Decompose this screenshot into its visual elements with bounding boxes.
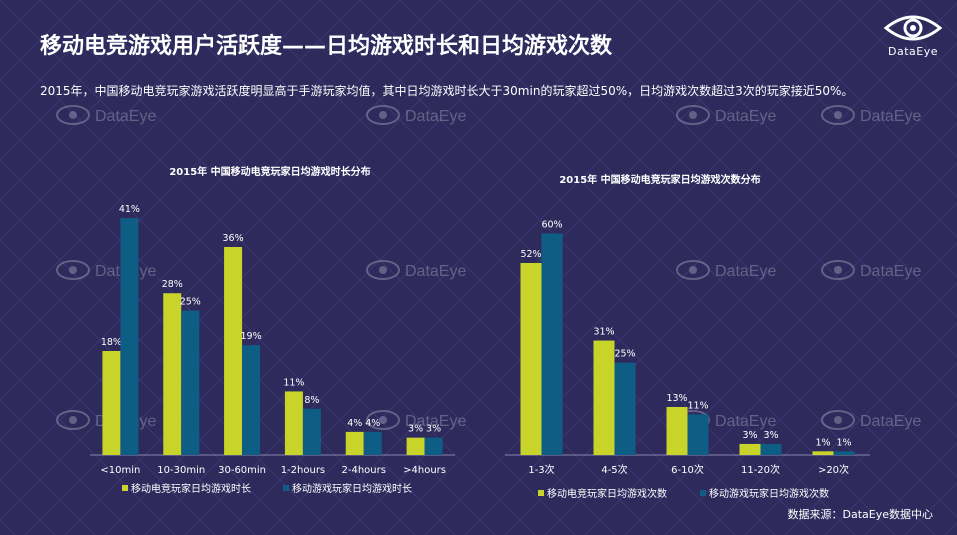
data-label: 31%	[593, 327, 614, 338]
legend-label: 移动游戏玩家日均游戏时长	[292, 482, 412, 495]
legend-swatch	[122, 485, 128, 491]
bar-mobile-2	[687, 414, 709, 455]
svg-text:DataEye: DataEye	[715, 263, 776, 280]
bar-mobile-3	[302, 408, 321, 455]
data-label: 41%	[119, 204, 140, 215]
legend-label: 移动游戏玩家日均游戏次数	[709, 487, 829, 500]
watermark: DataEye	[821, 260, 921, 280]
bar-esports-4	[345, 431, 364, 455]
bar-mobile-5	[424, 437, 443, 455]
bar-esports-5	[406, 437, 425, 455]
svg-text:DataEye: DataEye	[405, 263, 466, 280]
data-label: 3%	[742, 430, 757, 441]
legend-label: 移动电竞玩家日均游戏时长	[131, 482, 251, 495]
watermark: DataEye	[366, 410, 466, 430]
data-label: 11%	[283, 377, 304, 388]
chart-title: 2015年 中国移动电竞玩家日均游戏时长分布	[169, 165, 370, 178]
x-tick-label: <10min	[100, 465, 140, 476]
svg-text:DataEye: DataEye	[860, 263, 921, 280]
svg-text:DataEye: DataEye	[405, 413, 466, 430]
x-tick-label: 2-4hours	[342, 465, 386, 476]
watermark: DataEye	[56, 105, 156, 125]
legend-swatch	[283, 485, 289, 491]
data-label: 11%	[687, 400, 708, 411]
watermark: DataEye	[366, 105, 466, 125]
data-label: 4%	[365, 418, 380, 429]
x-tick-label: 11-20次	[741, 463, 780, 476]
logo-text: DataEye	[888, 45, 938, 58]
watermark: DataEye	[676, 260, 776, 280]
bar-mobile-4	[833, 451, 855, 455]
legend-swatch	[538, 490, 544, 496]
x-tick-label: >4hours	[403, 465, 446, 476]
data-label: 4%	[347, 418, 362, 429]
legend-label: 移动电竞玩家日均游戏次数	[547, 487, 667, 500]
bar-esports-0	[520, 263, 542, 455]
data-label: 13%	[666, 393, 687, 404]
bar-mobile-4	[363, 431, 382, 455]
bar-mobile-1	[181, 310, 200, 455]
x-tick-label: 4-5次	[601, 463, 627, 476]
watermark: DataEye	[366, 260, 466, 280]
legend-swatch	[700, 490, 706, 496]
chart-2: 2015年 中国移动电竞玩家日均游戏次数分布 52% 60% 1-3次 31%25% 4-…	[505, 173, 870, 500]
bar-esports-2	[224, 247, 243, 455]
x-tick-label: 6-10次	[671, 463, 704, 476]
data-label: 18%	[101, 337, 122, 348]
subtitle-text: 2015年，中国移动电竞玩家游戏活跃度明显高于手游玩家均值，其中日均游戏时长大于…	[40, 84, 854, 98]
source-text: 数据来源：DataEye数据中心	[787, 508, 934, 521]
data-label: 8%	[304, 395, 319, 406]
svg-text:DataEye: DataEye	[860, 413, 921, 430]
data-label: 60%	[541, 219, 562, 230]
data-label: 19%	[241, 331, 262, 342]
data-label: 52%	[520, 249, 541, 260]
x-tick-label: >20次	[818, 463, 849, 476]
bar-esports-1	[163, 293, 182, 455]
chart-1: 2015年 中国移动电竞玩家日均游戏时长分布 18% 41% <10min 28% 25%…	[90, 165, 455, 495]
svg-text:DataEye: DataEye	[860, 108, 921, 125]
data-label: 1%	[836, 437, 851, 448]
x-tick-label: 10-30min	[157, 465, 205, 476]
page-title: 移动电竞游戏用户活跃度——日均游戏时长和日均游戏次数	[40, 34, 613, 59]
data-label: 25%	[614, 349, 635, 360]
data-label: 3%	[763, 430, 778, 441]
data-label: 3%	[426, 424, 441, 435]
x-tick-label: 30-60min	[218, 465, 266, 476]
bar-mobile-2	[242, 345, 261, 455]
dataeye-logo-icon	[883, 15, 943, 41]
data-label: 3%	[408, 424, 423, 435]
x-tick-label: 1-2hours	[281, 465, 325, 476]
bar-mobile-3	[760, 443, 782, 455]
watermark: DataEye	[676, 105, 776, 125]
bar-mobile-1	[614, 362, 636, 455]
svg-text:DataEye: DataEye	[405, 108, 466, 125]
bar-mobile-0	[120, 218, 139, 455]
chart-title: 2015年 中国移动电竞玩家日均游戏次数分布	[559, 173, 760, 186]
svg-text:DataEye: DataEye	[715, 413, 776, 430]
watermark: DataEye	[821, 410, 921, 430]
watermark: DataEye	[821, 105, 921, 125]
data-label: 36%	[223, 233, 244, 244]
data-label: 25%	[180, 297, 201, 308]
bar-esports-1	[593, 340, 615, 455]
bar-esports-3	[284, 391, 303, 455]
bar-esports-0	[102, 351, 121, 455]
bar-esports-4	[812, 451, 834, 455]
bar-esports-3	[739, 443, 761, 455]
svg-text:DataEye: DataEye	[715, 108, 776, 125]
x-tick-label: 1-3次	[528, 463, 554, 476]
svg-text:DataEye: DataEye	[95, 108, 156, 125]
bar-mobile-0	[541, 233, 563, 455]
data-label: 28%	[162, 279, 183, 290]
bar-esports-2	[666, 407, 688, 455]
data-label: 1%	[815, 437, 830, 448]
